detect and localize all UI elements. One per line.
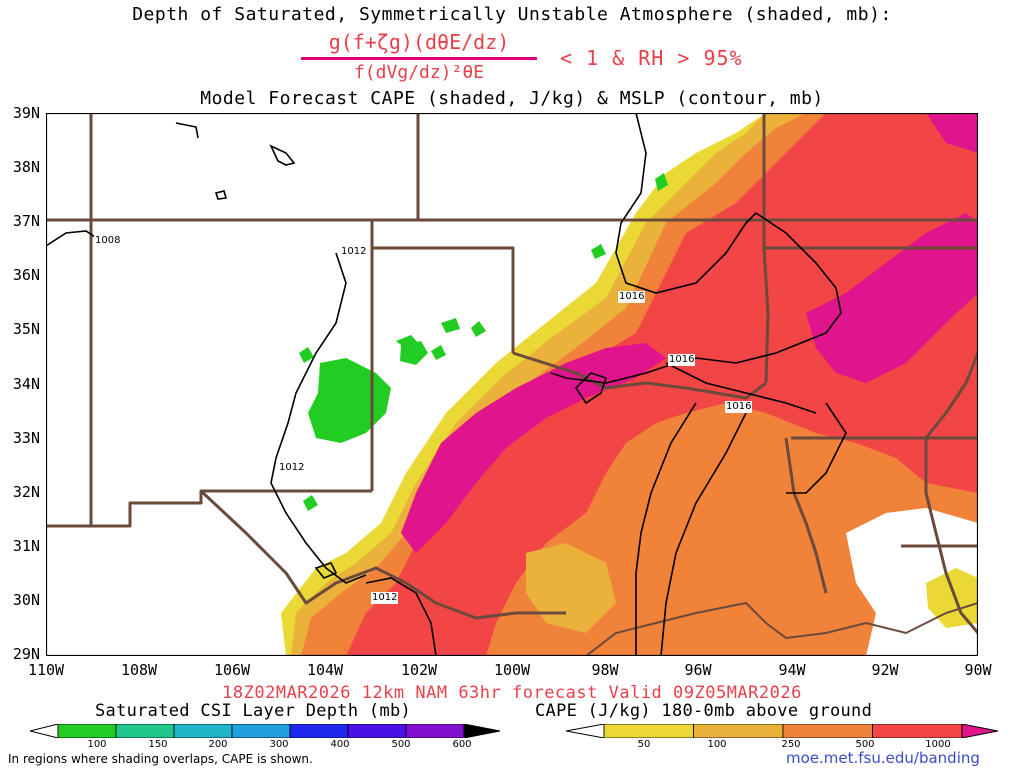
csi-colorbar-segment bbox=[115, 724, 175, 738]
cape-tick: 250 bbox=[781, 739, 801, 750]
cape-colorbar bbox=[566, 724, 998, 738]
lat-label: 36N bbox=[12, 266, 40, 284]
lon-label: 108W bbox=[120, 661, 158, 679]
forecast-valid-line: 18Z02MAR2026 12km NAM 63hr forecast Vali… bbox=[222, 683, 802, 703]
contour-label: 1012 bbox=[278, 462, 306, 474]
contour-label: 1016 bbox=[668, 354, 696, 366]
political-borders bbox=[46, 113, 978, 634]
csi-colorbar-segment bbox=[347, 724, 407, 738]
csi-tick: 500 bbox=[391, 739, 411, 750]
gulf-coastline bbox=[585, 601, 978, 656]
lat-label: 37N bbox=[12, 212, 40, 230]
cape-tick: 500 bbox=[855, 739, 875, 750]
csi-tick: 200 bbox=[208, 739, 228, 750]
cape-yellow-patch-la bbox=[926, 568, 978, 628]
lon-label: 94W bbox=[778, 661, 806, 679]
cape-tick: 1000 bbox=[925, 739, 951, 750]
csi-tick: 100 bbox=[87, 739, 107, 750]
lon-label: 98W bbox=[591, 661, 619, 679]
cape-tick: 100 bbox=[707, 739, 727, 750]
lat-label: 35N bbox=[12, 320, 40, 338]
source-url-link[interactable]: moe.met.fsu.edu/banding bbox=[786, 749, 980, 767]
csi-colorbar bbox=[30, 724, 500, 738]
csi-colorbar-segment bbox=[405, 724, 465, 738]
cape-lorange-inner bbox=[526, 543, 616, 633]
map-panel bbox=[46, 113, 978, 656]
lon-label: 106W bbox=[213, 661, 251, 679]
cape-colorbar-segment bbox=[693, 724, 784, 738]
csi-colorbar-segment bbox=[173, 724, 233, 738]
contour-label: 1016 bbox=[725, 401, 753, 413]
lon-label: 102W bbox=[400, 661, 438, 679]
cape-magenta-band bbox=[401, 343, 666, 553]
cape-tick: 50 bbox=[637, 739, 651, 750]
contour-label: 1008 bbox=[94, 235, 122, 247]
lat-label: 33N bbox=[12, 429, 40, 447]
lon-label: 96W bbox=[684, 661, 712, 679]
chart-subtitle: Model Forecast CAPE (shaded, J/kg) & MSL… bbox=[200, 88, 824, 109]
cape-magenta-top bbox=[926, 113, 978, 153]
lon-label: 92W bbox=[871, 661, 899, 679]
csi-tick: 600 bbox=[452, 739, 472, 750]
csi-colorbar-segment bbox=[57, 724, 117, 738]
csi-colorbar-title: Saturated CSI Layer Depth (mb) bbox=[95, 701, 412, 721]
contour-label: 1012 bbox=[371, 592, 399, 604]
formula-condition: < 1 & RH > 95% bbox=[560, 46, 743, 70]
lat-label: 34N bbox=[12, 375, 40, 393]
formula-numerator: g(f+ζg)(dθE/dz) bbox=[328, 30, 510, 54]
lat-label: 31N bbox=[12, 537, 40, 555]
lon-label: 100W bbox=[493, 661, 531, 679]
lat-label: 32N bbox=[12, 483, 40, 501]
cape-colorbar-segment bbox=[872, 724, 963, 738]
cape-magenta-north bbox=[806, 213, 978, 383]
csi-tick: 300 bbox=[269, 739, 289, 750]
formula-denominator: f(dVg/dz)²θE bbox=[353, 62, 485, 83]
cape-colorbar-segment bbox=[782, 724, 873, 738]
csi-tick: 150 bbox=[148, 739, 168, 750]
chart-title: Depth of Saturated, Symmetrically Unstab… bbox=[132, 4, 892, 25]
csi-tick: 400 bbox=[330, 739, 350, 750]
cape-colorbar-title: CAPE (J/kg) 180-0mb above ground bbox=[535, 701, 873, 721]
csi-shading bbox=[299, 173, 668, 511]
overlap-note: In regions where shading overlaps, CAPE … bbox=[8, 752, 313, 766]
csi-colorbar-segment bbox=[231, 724, 291, 738]
lon-label: 110W bbox=[27, 661, 65, 679]
lon-label: 104W bbox=[306, 661, 344, 679]
csi-colorbar-segment bbox=[289, 724, 349, 738]
lat-label: 29N bbox=[12, 645, 40, 663]
lon-label: 90W bbox=[964, 661, 992, 679]
formula-fraction-bar bbox=[301, 57, 537, 60]
lat-label: 38N bbox=[12, 158, 40, 176]
contour-label: 1012 bbox=[340, 246, 368, 258]
lat-label: 39N bbox=[12, 104, 40, 122]
cape-colorbar-segment bbox=[603, 724, 694, 738]
lat-label: 30N bbox=[12, 591, 40, 609]
contour-label: 1016 bbox=[618, 291, 646, 303]
